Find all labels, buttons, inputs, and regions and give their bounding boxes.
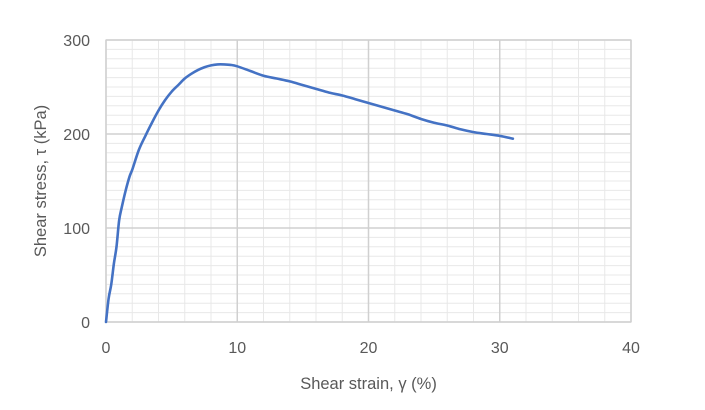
tick-labels: 0 10 20 30 40 0 100 200 300 (63, 33, 640, 357)
y-tick-label: 200 (63, 127, 90, 144)
x-tick-label: 40 (622, 340, 640, 357)
series-layer (104, 63, 515, 324)
y-tick-label: 100 (63, 221, 90, 238)
x-tick-label: 30 (491, 340, 509, 357)
y-tick-label: 300 (63, 33, 90, 50)
x-tick-label: 0 (102, 340, 111, 357)
y-tick-label: 0 (81, 315, 90, 332)
x-tick-label: 20 (360, 340, 378, 357)
stress-strain-series-line (104, 63, 515, 324)
x-tick-label: 10 (228, 340, 246, 357)
x-axis-title: Shear strain, γ (%) (300, 375, 437, 393)
axes (105, 39, 632, 323)
plot-border (105, 39, 632, 323)
y-axis-title: Shear stress, τ (kPa) (32, 105, 50, 257)
grid (105, 39, 632, 323)
